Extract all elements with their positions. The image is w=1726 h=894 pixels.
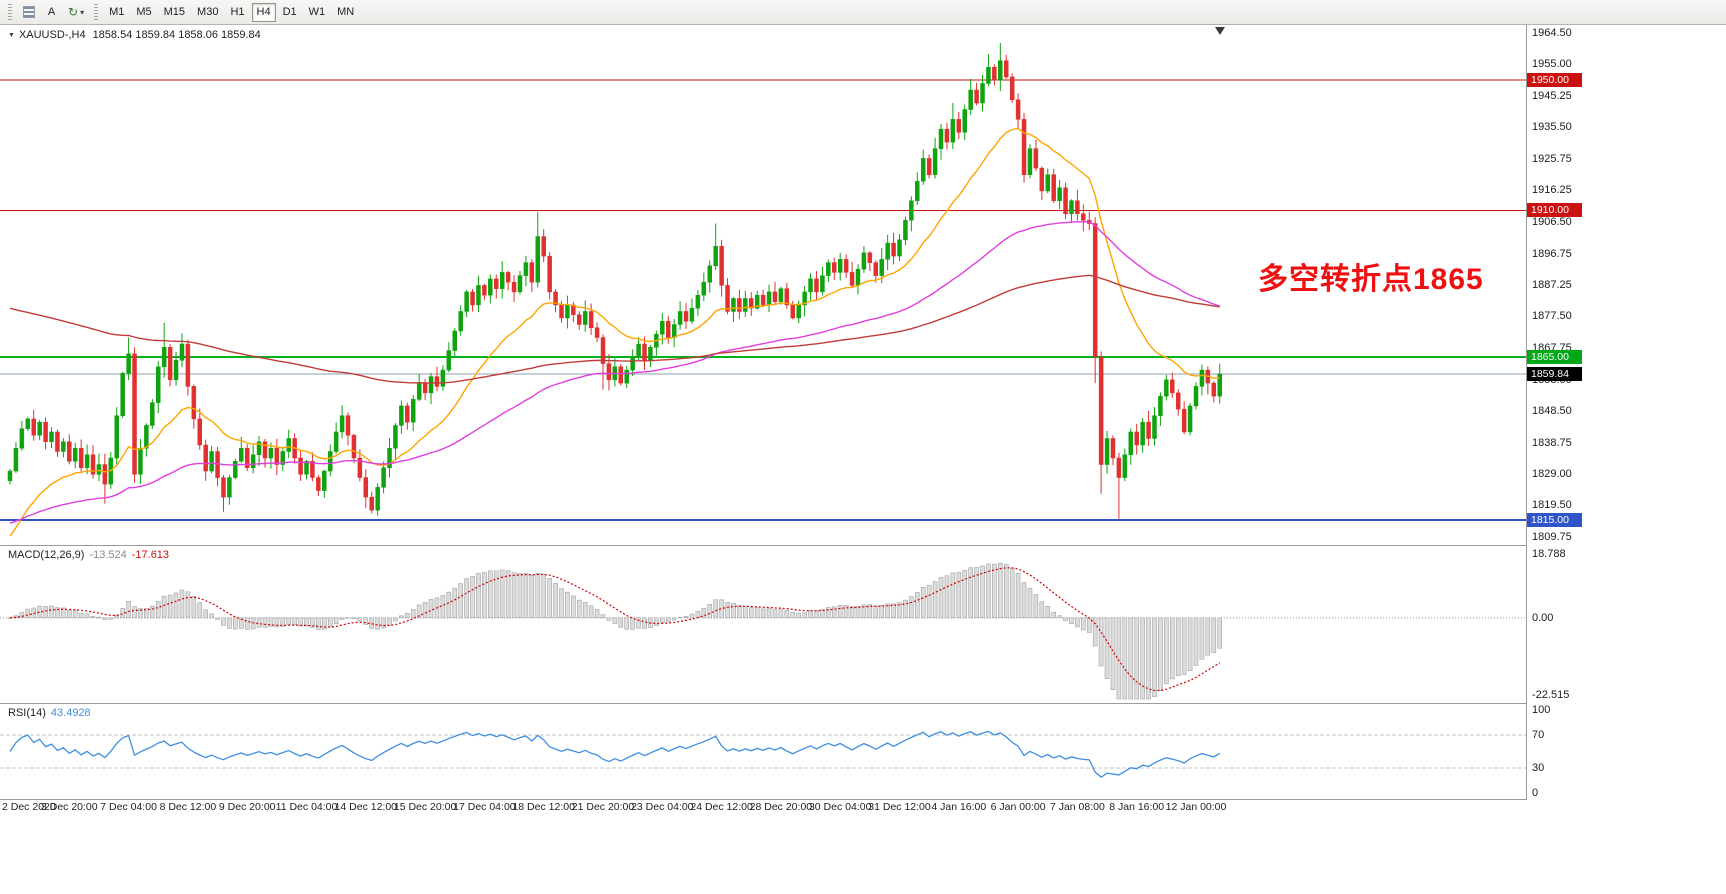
time-axis-label: 3 Dec 20:00 [40, 801, 98, 813]
chart-type-button[interactable] [18, 3, 39, 22]
chart-ohlc-header: ▼ XAUUSD-,H4 1858.54 1859.84 1858.06 1859.… [8, 29, 261, 41]
toolbar-grip[interactable] [8, 4, 12, 20]
symbol-dropdown-icon[interactable]: ▼ [8, 32, 15, 39]
price-tick: 1819.50 [1532, 499, 1572, 512]
time-axis-label: 17 Dec 04:00 [453, 801, 516, 813]
price-tick: 1916.25 [1532, 184, 1572, 197]
price-tick: 1964.50 [1532, 27, 1572, 39]
timeframe-button-mn[interactable]: MN [332, 3, 359, 22]
time-axis-label: 31 Dec 12:00 [868, 801, 931, 813]
time-axis-label: 9 Dec 20:00 [218, 801, 276, 813]
price-pane-canvas[interactable] [0, 25, 1526, 545]
time-axis-label: 24 Dec 12:00 [690, 801, 753, 813]
timeframe-buttons: M1 M5 M15 M30 H1 H4 D1 W1 MN [103, 2, 360, 22]
pane-separator-2[interactable] [0, 703, 1583, 704]
price-level-label: 1865.00 [1527, 350, 1582, 365]
symbol-label: XAUUSD-,H4 [18, 29, 86, 41]
price-tick: 1877.50 [1532, 310, 1572, 323]
ohlc-values: 1858.54 1859.84 1858.06 1859.84 [92, 29, 261, 41]
time-axis-label: 4 Jan 16:00 [931, 801, 987, 813]
price-tick: 1925.75 [1532, 153, 1572, 166]
scale-separator [1526, 25, 1527, 800]
pane-separator-3[interactable] [0, 799, 1583, 800]
price-scale[interactable]: 1964.50 1955.00 1945.25 1935.50 1925.75 1916.… [1527, 25, 1583, 800]
macd-label: MACD(12,26,9) [8, 549, 85, 561]
timeframe-button-m15[interactable]: M15 [159, 3, 190, 22]
macd-header: MACD(12,26,9) -13.524 -17.613 [8, 549, 169, 561]
price-tick: 1848.50 [1532, 404, 1572, 417]
time-axis-label: 6 Jan 00:00 [990, 801, 1046, 813]
price-tick: 1829.00 [1532, 468, 1572, 481]
price-level-label: 1910.00 [1527, 203, 1582, 218]
rsi-value: 43.4928 [50, 707, 91, 719]
macd-axis-label: 0.00 [1532, 611, 1554, 624]
timeframe-button-w1[interactable]: W1 [304, 3, 331, 22]
chevron-down-icon: ▾ [80, 7, 85, 17]
annotation-text[interactable]: 多空转折点1865 [1258, 263, 1484, 296]
rsi-axis-label: 70 [1532, 728, 1545, 741]
pane-separator[interactable] [0, 545, 1583, 546]
time-axis[interactable]: 2 Dec 2020 3 Dec 20:00 7 Dec 04:00 8 Dec 12… [0, 800, 1526, 816]
time-axis-label: 8 Jan 16:00 [1109, 801, 1165, 813]
price-tick: 1955.00 [1532, 57, 1572, 70]
rsi-axis-label: 0 [1532, 787, 1539, 799]
macd-value: -13.524 [89, 549, 127, 561]
cycle-icon: ↻ [68, 5, 79, 19]
time-axis-label: 7 Dec 04:00 [100, 801, 157, 813]
time-axis-label: 11 Dec 04:00 [275, 801, 338, 813]
time-axis-label: 18 Dec 12:00 [512, 801, 575, 813]
rsi-label: RSI(14) [8, 707, 46, 719]
time-axis-label: 14 Dec 12:00 [334, 801, 398, 813]
price-tick: 1906.50 [1532, 215, 1572, 228]
time-axis-label: 21 Dec 20:00 [571, 801, 635, 813]
rsi-header: RSI(14) 43.4928 [8, 707, 91, 719]
time-axis-label: 28 Dec 20:00 [749, 801, 813, 813]
bar-chart-icon [22, 6, 35, 18]
time-axis-label: 12 Jan 00:00 [1165, 801, 1227, 813]
macd-axis-label: -22.515 [1532, 689, 1570, 701]
macd-axis-label: 18.788 [1532, 548, 1566, 560]
toolbar: A ↻ ▾ M1 M5 M15 M30 H1 H4 D1 W1 MN [0, 0, 1726, 25]
timeframe-button-h4[interactable]: H4 [251, 2, 276, 22]
bid-price-label: 1859.84 [1527, 366, 1582, 381]
price-level-label: 1815.00 [1527, 512, 1582, 527]
price-tick: 1809.75 [1532, 531, 1572, 543]
rsi-axis-label: 100 [1532, 704, 1551, 716]
timeframe-button-d1[interactable]: D1 [278, 3, 302, 22]
time-axis-label: 23 Dec 04:00 [631, 801, 694, 813]
toolbar-grip-2[interactable] [94, 4, 99, 20]
price-tick: 1935.50 [1532, 121, 1572, 134]
time-axis-label: 8 Dec 12:00 [159, 801, 217, 813]
time-axis-label: 2 Dec 2020 [2, 801, 56, 813]
price-level-label: 1950.00 [1527, 73, 1582, 88]
text-tool-button[interactable]: A [41, 3, 62, 22]
price-tick: 1838.75 [1532, 436, 1572, 449]
price-tick: 1945.25 [1532, 89, 1572, 102]
time-axis-label: 30 Dec 04:00 [808, 801, 872, 813]
rsi-pane-canvas[interactable] [0, 704, 1526, 799]
time-axis-label: 7 Jan 08:00 [1049, 801, 1105, 813]
time-axis-label: 15 Dec 20:00 [393, 801, 457, 813]
macd-pane-canvas[interactable] [0, 546, 1526, 703]
chart-shift-marker[interactable] [1215, 27, 1225, 35]
macd-signal-value: -17.613 [131, 549, 170, 561]
period-cycle-button[interactable]: ↻ ▾ [64, 3, 88, 22]
timeframe-button-h1[interactable]: H1 [225, 3, 249, 22]
price-tick: 1896.75 [1532, 247, 1572, 260]
timeframe-button-m1[interactable]: M1 [104, 3, 129, 22]
rsi-axis-label: 30 [1532, 762, 1545, 775]
timeframe-button-m5[interactable]: M5 [131, 3, 156, 22]
timeframe-button-m30[interactable]: M30 [192, 3, 223, 22]
price-tick: 1887.25 [1532, 278, 1572, 291]
